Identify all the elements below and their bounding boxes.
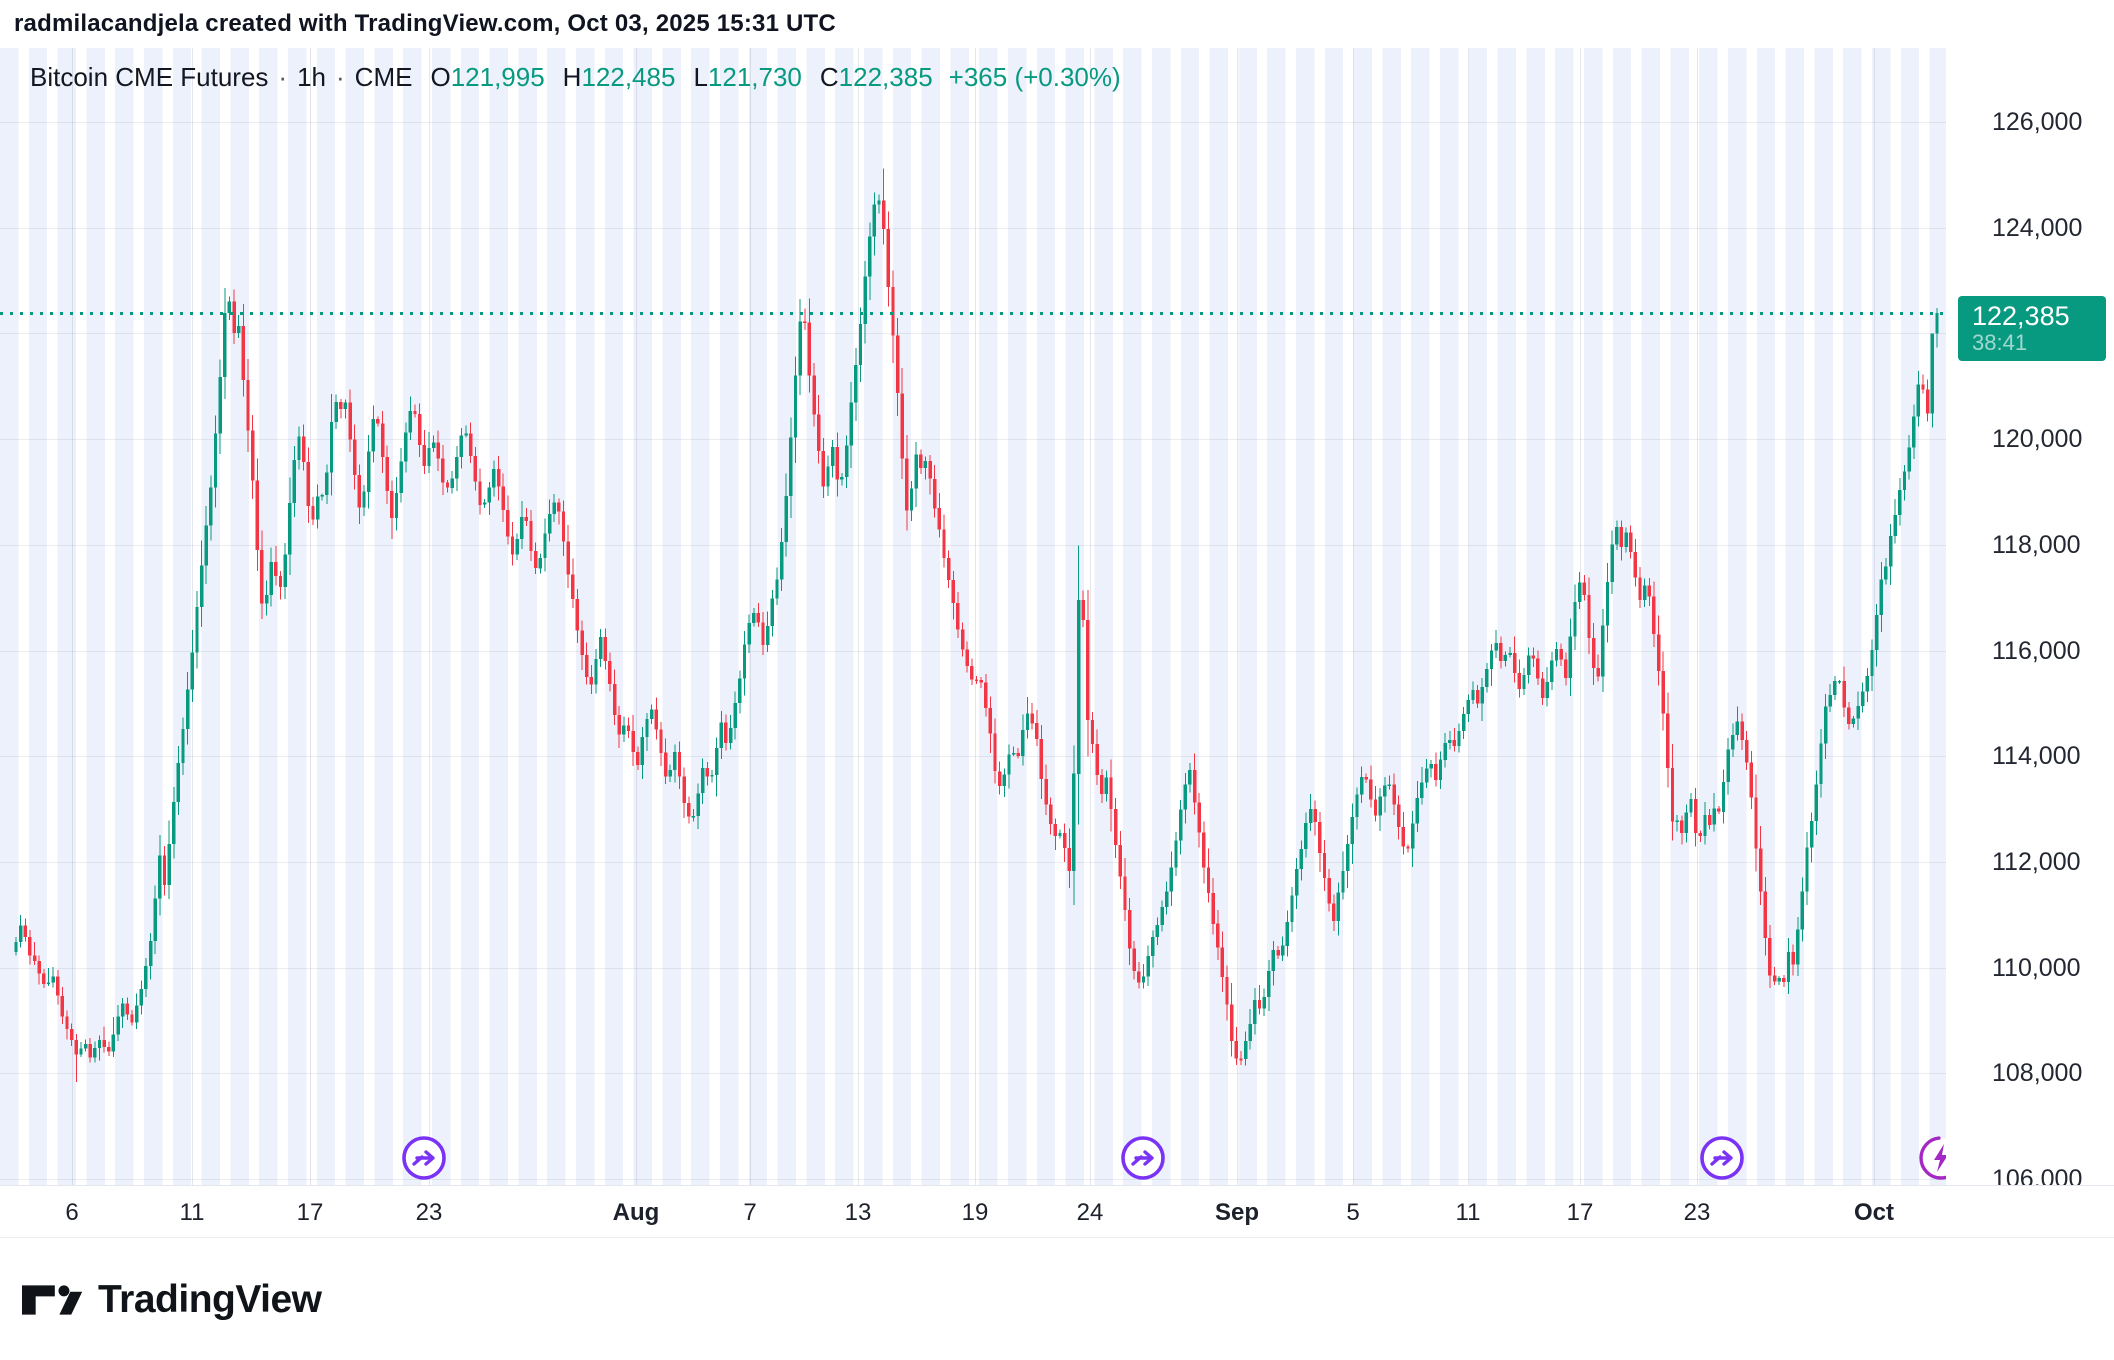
day-tick-label: 17 [1566,1199,1594,1226]
day-tick-label: 7 [743,1199,757,1226]
change-value: +365 (+0.30%) [948,62,1121,92]
time-axis[interactable]: 6 11 17 23 Aug 7 13 19 24 Sep 5 11 17 23 Oct [0,1185,2114,1238]
time-gridline [1874,48,1875,1185]
price-tick-label: 126,000 [1992,108,2083,136]
interval-label[interactable]: 1h [297,62,326,92]
low-value: 121,730 [707,62,802,92]
time-gridline [429,48,430,1185]
price-gridline [0,122,1946,123]
price-gridline [0,861,1946,863]
attribution-text: radmilacandjela created with TradingView… [14,10,836,37]
low-label: L [693,62,708,92]
day-tick-label: 23 [415,1199,443,1226]
time-gridline [1468,48,1469,1185]
session-break-arrow-icon[interactable] [1699,1135,1745,1181]
open-value: 121,995 [450,62,545,92]
last-price-line [0,312,1946,316]
time-gridline [1697,48,1698,1185]
candlestick-series [14,168,1939,1083]
price-gridline [0,756,1946,758]
price-tick-label: 110,000 [1992,953,2081,982]
price-tick-label: 124,000 [1992,213,2083,242]
day-tick-label: 5 [1346,1199,1360,1226]
day-tick-label: 24 [1076,1199,1104,1226]
legend-separator: · [278,62,288,92]
open-label: O [430,62,451,92]
price-tick-label: 116,000 [1992,636,2081,665]
time-gridline [975,48,976,1185]
symbol-title[interactable]: Bitcoin CME Futures [30,62,269,92]
time-gridline [192,48,193,1185]
time-gridline [1237,48,1238,1185]
price-tick-label: 114,000 [1992,742,2081,771]
price-gridline [0,650,1946,652]
day-tick-label: 11 [1455,1199,1481,1226]
price-gridline [0,1073,1946,1075]
time-gridline [1090,48,1091,1185]
price-gridline [0,544,1946,546]
price-tick-label: 120,000 [1992,425,2083,454]
price-gridline [0,439,1946,441]
time-gridline [636,48,637,1185]
last-price-badge[interactable]: 122,385 38:41 [1958,296,2106,362]
exchange-label: CME [354,62,413,92]
price-gridline [0,227,1946,229]
price-tick-label: 112,000 [1992,847,2081,876]
current-session-lightning-icon[interactable] [1918,1135,1946,1181]
price-tick-label: 118,000 [1992,530,2081,559]
price-gridline [0,333,1946,335]
session-break-arrow-icon[interactable] [1120,1135,1166,1181]
legend-separator: · [336,62,345,92]
time-gridline [858,48,859,1185]
last-price-value: 122,385 [1972,301,2070,332]
month-tick-label: Oct [1853,1199,1895,1226]
time-gridline [750,48,751,1185]
month-tick-label: Aug [612,1199,660,1226]
close-value: 122,385 [838,62,933,92]
session-break-arrow-icon[interactable] [401,1135,447,1181]
footer: TradingView [22,1278,322,1322]
symbol-legend[interactable]: Bitcoin CME Futures · 1h · CME O121,995 H122,4… [30,62,1121,93]
day-tick-label: 13 [844,1199,872,1226]
day-tick-label: 19 [961,1199,989,1226]
chart-area[interactable]: Bitcoin CME Futures · 1h · CME O121,995 H122,4… [0,48,1946,1185]
month-tick-label: Sep [1214,1199,1260,1226]
time-gridline [1353,48,1354,1185]
high-value: 122,485 [581,62,676,92]
price-axis[interactable]: 126,000124,000122,000120,000118,000116,0… [1946,48,2114,1193]
price-tick-label: 108,000 [1992,1059,2083,1088]
bar-countdown: 38:41 [1972,330,2028,356]
day-tick-label: 23 [1683,1199,1711,1226]
tradingview-logo-icon[interactable] [22,1284,84,1316]
time-gridline [72,48,73,1185]
close-label: C [819,62,839,92]
price-gridline [0,1179,1946,1180]
day-tick-label: 17 [296,1199,324,1226]
high-label: H [562,62,582,92]
day-tick-label: 6 [65,1199,79,1226]
tradingview-logo-text[interactable]: TradingView [98,1278,322,1321]
day-tick-label: 11 [179,1199,205,1226]
price-gridline [0,967,1946,969]
time-gridline [1580,48,1581,1185]
time-gridline [310,48,311,1185]
